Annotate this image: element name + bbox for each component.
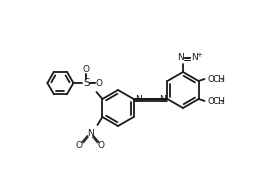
Text: N: N — [135, 94, 142, 104]
Text: O: O — [208, 74, 215, 83]
Text: N: N — [159, 94, 166, 104]
Text: 3: 3 — [220, 101, 224, 105]
Text: S: S — [83, 78, 90, 88]
Text: +: + — [196, 52, 202, 58]
Text: N: N — [87, 130, 94, 139]
Text: CH: CH — [213, 74, 225, 83]
Text: O: O — [208, 97, 215, 105]
Text: O: O — [76, 142, 83, 150]
Text: O: O — [83, 66, 90, 74]
Text: N: N — [191, 54, 197, 63]
Text: O: O — [98, 142, 105, 150]
Text: N: N — [177, 54, 183, 63]
Text: 3: 3 — [220, 78, 224, 83]
Text: O: O — [96, 78, 103, 88]
Text: CH: CH — [213, 97, 225, 105]
